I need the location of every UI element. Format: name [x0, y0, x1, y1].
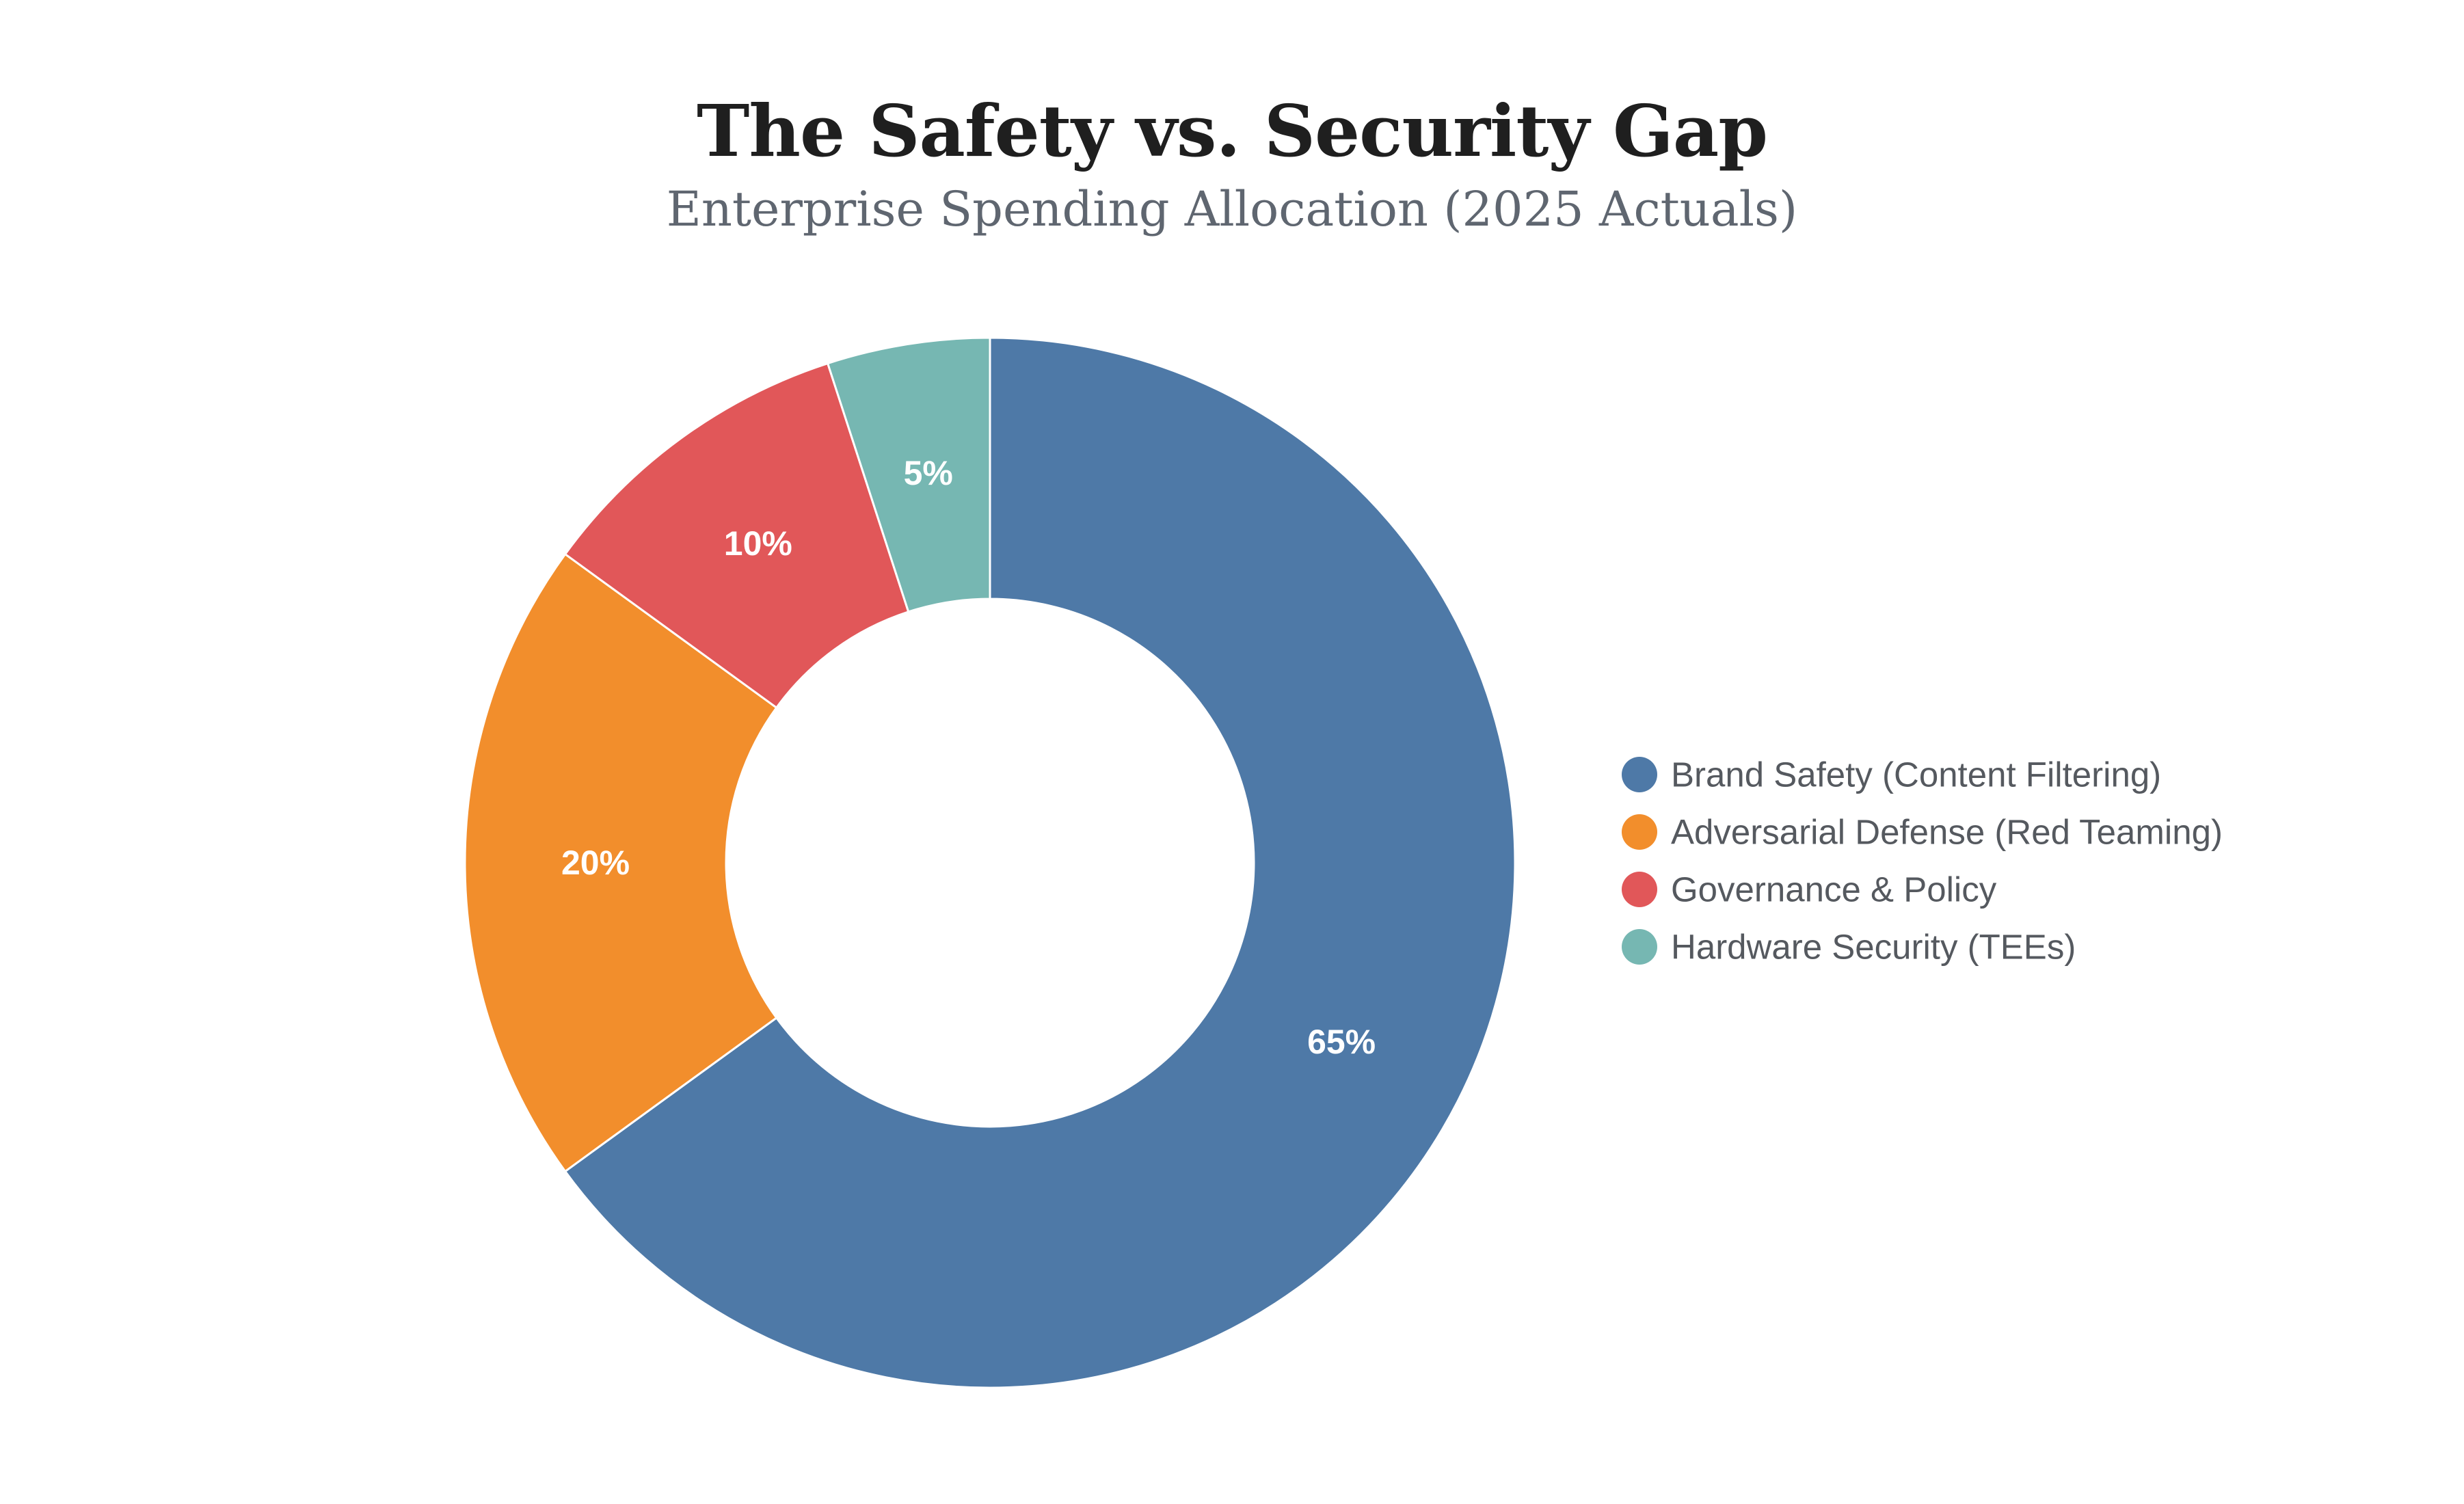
slice-labels: 65% 20% 10% 5% [561, 454, 1376, 1061]
legend-label: Hardware Security (TEEs) [1671, 928, 2076, 967]
legend-item-hardware-security-tees[interactable]: Hardware Security (TEEs) [1622, 928, 2076, 967]
slice-value-label: 5% [904, 454, 953, 492]
donut-slices [464, 336, 1516, 1389]
chart-title: The Safety vs. Security Gap [697, 89, 1768, 173]
chart-legend: Brand Safety (Content Filtering) Adversar… [1622, 755, 2223, 967]
slice-adversarial-defense-red-teaming[interactable] [464, 552, 778, 1173]
legend-item-brand-safety-content-filtering[interactable]: Brand Safety (Content Filtering) [1622, 755, 2161, 794]
legend-swatch [1622, 757, 1657, 792]
legend-swatch [1622, 872, 1657, 907]
legend-label: Brand Safety (Content Filtering) [1671, 755, 2161, 794]
slice-value-label: 65% [1307, 1023, 1376, 1061]
slice-value-label: 20% [561, 844, 630, 882]
legend-label: Governance & Policy [1671, 870, 1997, 909]
legend-swatch [1622, 929, 1657, 965]
slice-governance-policy[interactable] [563, 362, 910, 710]
legend-swatch [1622, 814, 1657, 850]
chart-subtitle: Enterprise Spending Allocation (2025 Act… [666, 181, 1798, 237]
legend-label: Adversarial Defense (Red Teaming) [1671, 813, 2223, 852]
legend-item-governance-policy[interactable]: Governance & Policy [1622, 870, 1997, 909]
slice-hardware-security-tees[interactable] [826, 336, 991, 613]
slice-brand-safety-content-filtering[interactable] [563, 336, 1516, 1389]
slice-value-label: 10% [724, 524, 792, 563]
legend-item-adversarial-defense-red-teaming[interactable]: Adversarial Defense (Red Teaming) [1622, 813, 2223, 852]
